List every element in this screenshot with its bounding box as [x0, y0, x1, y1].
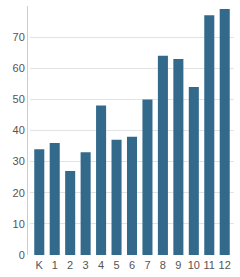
svg-text:12: 12 — [219, 259, 231, 271]
svg-text:8: 8 — [160, 259, 166, 271]
svg-text:9: 9 — [175, 259, 181, 271]
svg-text:2: 2 — [67, 259, 73, 271]
svg-text:3: 3 — [83, 259, 89, 271]
svg-text:70: 70 — [13, 31, 25, 43]
svg-text:60: 60 — [13, 62, 25, 74]
svg-text:5: 5 — [113, 259, 119, 271]
svg-text:4: 4 — [98, 259, 104, 271]
svg-text:40: 40 — [13, 124, 25, 136]
svg-text:11: 11 — [204, 259, 215, 271]
svg-text:7: 7 — [144, 259, 150, 271]
svg-text:20: 20 — [13, 187, 25, 199]
svg-text:10: 10 — [188, 259, 200, 271]
svg-text:1: 1 — [52, 259, 58, 271]
svg-text:0: 0 — [19, 249, 25, 261]
svg-text:30: 30 — [13, 155, 25, 167]
svg-text:10: 10 — [13, 218, 25, 230]
svg-text:50: 50 — [13, 93, 25, 105]
svg-text:6: 6 — [129, 259, 135, 271]
svg-text:K: K — [36, 259, 44, 271]
